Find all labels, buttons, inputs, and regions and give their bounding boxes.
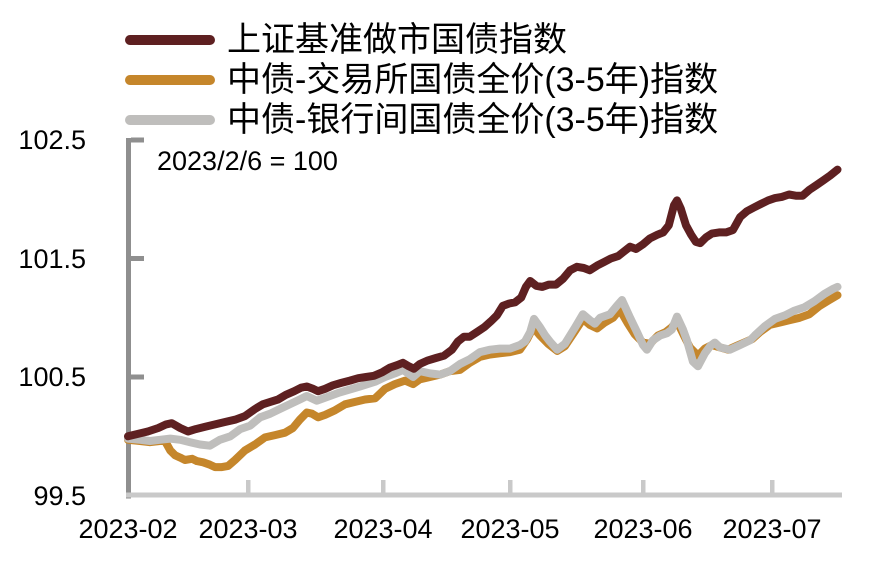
legend-item-0: 上证基准做市国债指数	[125, 20, 718, 60]
legend-item-1: 中债-交易所国债全价(3-5年)指数	[125, 60, 718, 100]
x-tick-label: 2023-04	[333, 514, 433, 544]
x-tick-label: 2023-05	[460, 514, 560, 544]
legend-swatch	[125, 75, 215, 85]
legend-item-2: 中债-银行间国债全价(3-5年)指数	[125, 100, 718, 140]
x-tick-label: 2023-02	[78, 514, 178, 544]
legend-label: 中债-银行间国债全价(3-5年)指数	[227, 101, 719, 139]
legend-swatch	[125, 115, 215, 125]
base-date-annotation: 2023/2/6 = 100	[157, 146, 338, 176]
y-tick-label: 101.5	[18, 243, 86, 274]
x-tick-label: 2023-03	[198, 514, 298, 544]
x-axis-line	[126, 492, 842, 498]
x-tick-label: 2023-07	[722, 514, 822, 544]
series-line-中债-银行间国债全价(3-5年)指数	[124, 282, 842, 450]
x-axis-tick	[508, 480, 513, 493]
legend-label: 中债-交易所国债全价(3-5年)指数	[227, 61, 719, 99]
x-axis-tick	[641, 480, 646, 493]
y-tick-label: 99.5	[33, 480, 86, 511]
chart-legend: 上证基准做市国债指数 中债-交易所国债全价(3-5年)指数 中债-银行间国债全价(3…	[125, 20, 718, 140]
x-tick-label: 2023-06	[593, 514, 693, 544]
legend-swatch	[125, 35, 215, 45]
series-line-上证基准做市国债指数	[124, 165, 842, 441]
x-axis-tick	[381, 480, 386, 493]
x-axis-tick	[246, 480, 251, 493]
series-line-中债-交易所国债全价(3-5年)指数	[124, 291, 842, 472]
y-axis-tick	[131, 256, 144, 261]
y-axis-tick	[131, 137, 144, 143]
y-axis-line	[126, 138, 131, 499]
y-tick-label: 100.5	[18, 362, 86, 392]
legend-label: 上证基准做市国债指数	[227, 21, 567, 59]
y-axis-tick	[131, 374, 144, 380]
x-axis-tick	[770, 480, 775, 493]
y-tick-label: 102.5	[18, 125, 86, 155]
